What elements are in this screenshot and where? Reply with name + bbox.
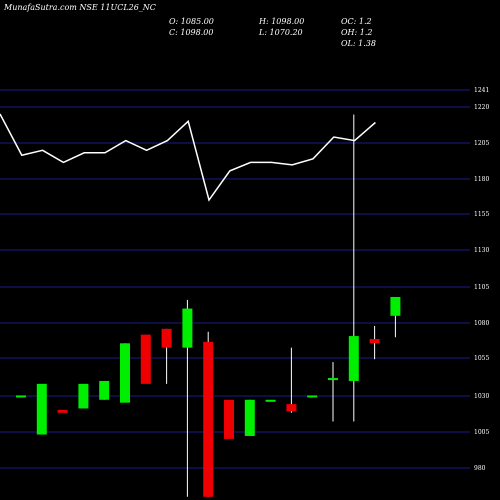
low-value: L: 1070.20	[259, 28, 303, 37]
y-tick-label: 1220	[474, 104, 489, 111]
candle-up	[120, 343, 130, 403]
y-tick-label: 980	[474, 465, 486, 472]
candle-down	[203, 341, 214, 497]
candle-up	[307, 395, 318, 398]
candle-down	[57, 409, 68, 413]
close-value: C: 1098.00	[169, 28, 214, 37]
candle-up	[16, 395, 26, 398]
y-tick-label: 1155	[474, 211, 489, 218]
y-tick-label: 1055	[474, 355, 489, 362]
y-tick-label: 1205	[474, 140, 489, 147]
high-value: H: 1098.00	[259, 17, 305, 26]
candle-up	[390, 296, 401, 316]
oh-value: OH: 1.2	[341, 28, 373, 37]
candle-up	[348, 336, 359, 381]
chart-title: MunafaSutra.com NSE 11UCL26_NC	[4, 3, 156, 12]
y-tick-label: 1130	[474, 247, 489, 254]
candle-up	[78, 383, 89, 409]
candle-up	[244, 399, 255, 436]
y-tick-label: 1180	[474, 176, 489, 183]
ol-value: OL: 1.38	[341, 39, 376, 48]
series-line	[0, 113, 376, 202]
candle-down	[224, 399, 234, 439]
candle-up	[99, 380, 110, 400]
y-tick-label: 1105	[474, 284, 489, 291]
open-value: O: 1085.00	[169, 17, 214, 26]
y-tick-label: 1030	[474, 393, 489, 400]
candle-down	[286, 404, 297, 412]
candle-down	[140, 334, 151, 384]
candle-down	[161, 328, 172, 348]
y-tick-label: 1241	[474, 87, 489, 94]
candle-up	[328, 378, 338, 381]
candle-up	[182, 308, 193, 348]
y-tick-label: 1080	[474, 320, 489, 327]
candle-down	[369, 338, 380, 344]
candle-up	[36, 383, 47, 435]
oc-value: OC: 1.2	[341, 17, 372, 26]
y-tick-label: 1005	[474, 429, 489, 436]
candle-up	[265, 399, 276, 402]
